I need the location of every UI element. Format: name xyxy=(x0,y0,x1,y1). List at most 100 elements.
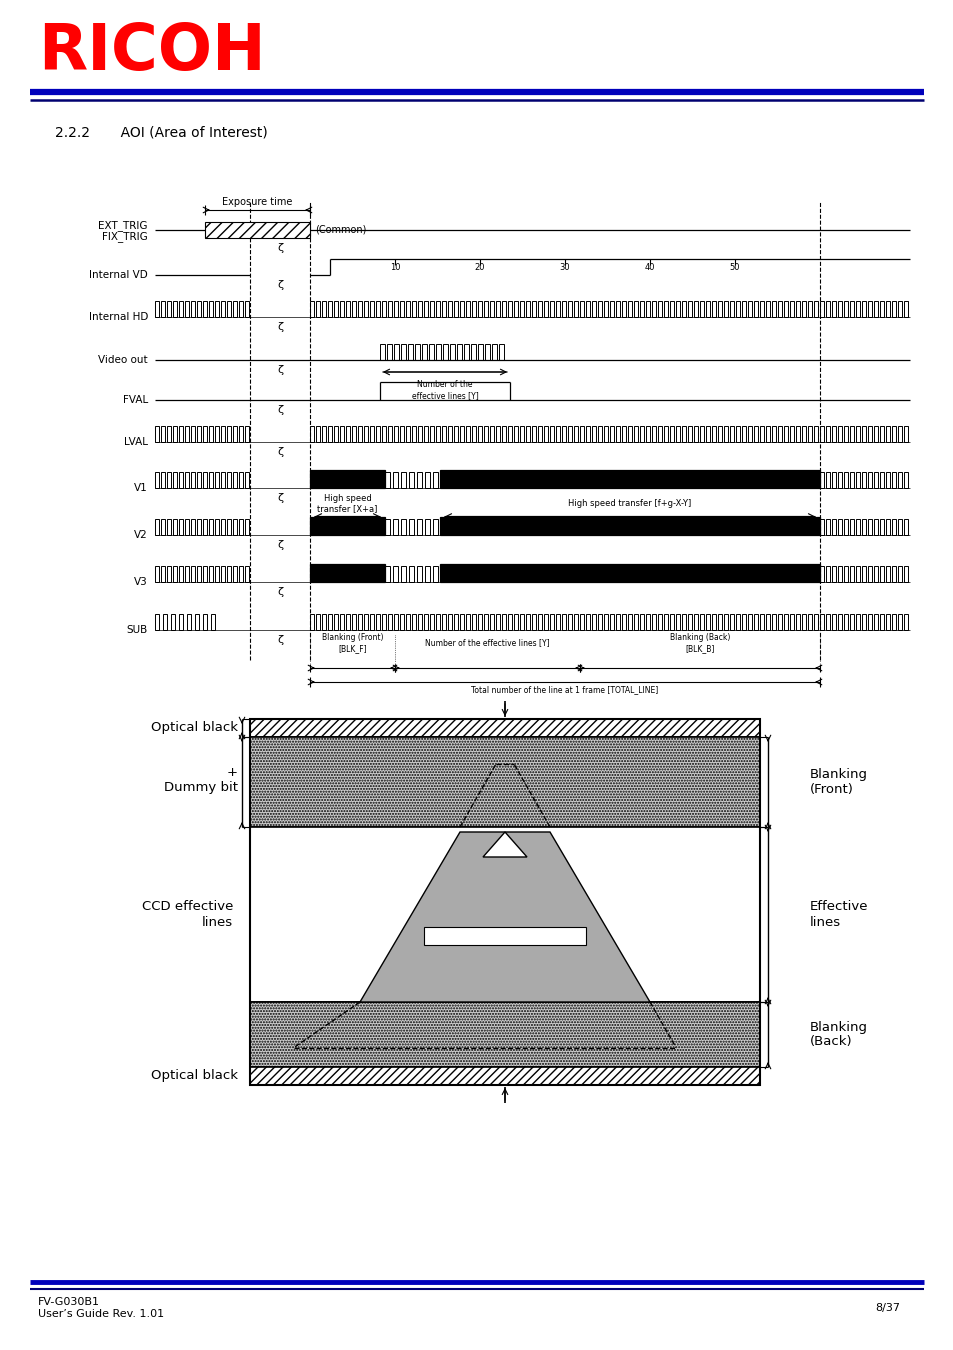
Bar xyxy=(477,427,481,441)
Bar xyxy=(498,344,503,360)
Bar xyxy=(250,737,760,828)
Bar xyxy=(490,301,494,317)
Bar xyxy=(897,472,901,487)
Bar xyxy=(196,472,201,487)
Bar xyxy=(676,614,679,630)
Bar xyxy=(609,614,614,630)
Bar xyxy=(891,518,895,535)
Bar xyxy=(424,518,430,535)
Bar xyxy=(334,427,337,441)
Bar xyxy=(658,427,661,441)
Bar xyxy=(843,614,847,630)
Bar xyxy=(439,517,820,535)
Bar xyxy=(400,344,406,360)
Bar xyxy=(837,427,841,441)
Bar xyxy=(603,427,607,441)
Bar xyxy=(490,427,494,441)
Bar xyxy=(496,614,499,630)
Bar xyxy=(400,472,406,487)
Bar xyxy=(167,301,171,317)
Bar xyxy=(741,427,745,441)
Bar xyxy=(430,301,434,317)
Bar xyxy=(820,472,823,487)
Bar xyxy=(885,566,889,582)
Bar xyxy=(357,614,361,630)
Bar xyxy=(399,427,403,441)
Text: Blanking
(Back): Blanking (Back) xyxy=(809,1021,867,1049)
Bar xyxy=(532,614,536,630)
Bar xyxy=(501,301,505,317)
Bar xyxy=(209,566,213,582)
Text: LVAL: LVAL xyxy=(124,437,148,447)
Text: ζ: ζ xyxy=(276,634,283,645)
Bar xyxy=(897,518,901,535)
Bar xyxy=(651,301,656,317)
Bar xyxy=(789,301,793,317)
Text: V1: V1 xyxy=(134,483,148,493)
Bar xyxy=(585,427,589,441)
Bar xyxy=(778,614,781,630)
Bar xyxy=(837,301,841,317)
Bar xyxy=(370,427,374,441)
Bar xyxy=(334,614,337,630)
Bar xyxy=(807,301,811,317)
Bar xyxy=(903,427,907,441)
Bar xyxy=(561,301,565,317)
Bar xyxy=(813,427,817,441)
Bar xyxy=(456,344,461,360)
Bar xyxy=(477,344,482,360)
Bar xyxy=(514,427,517,441)
Bar xyxy=(598,301,601,317)
Bar xyxy=(463,344,469,360)
Bar xyxy=(423,926,585,945)
Bar xyxy=(472,614,476,630)
Bar xyxy=(167,566,171,582)
Bar xyxy=(154,566,159,582)
Bar xyxy=(663,427,667,441)
Bar xyxy=(609,301,614,317)
Text: (Common): (Common) xyxy=(314,225,366,235)
Bar xyxy=(574,427,578,441)
Bar xyxy=(849,614,853,630)
Bar xyxy=(831,301,835,317)
Bar xyxy=(879,566,883,582)
Bar xyxy=(421,344,427,360)
Bar xyxy=(233,301,236,317)
Bar xyxy=(322,427,326,441)
Bar xyxy=(687,301,691,317)
Text: 30: 30 xyxy=(559,263,570,273)
Bar xyxy=(849,472,853,487)
Bar xyxy=(185,427,189,441)
Bar xyxy=(778,301,781,317)
Bar xyxy=(616,301,619,317)
Bar xyxy=(245,518,249,535)
Bar xyxy=(203,518,207,535)
Bar xyxy=(718,301,721,317)
Text: 2.2.2       AOI (Area of Interest): 2.2.2 AOI (Area of Interest) xyxy=(55,126,268,139)
Text: FV-G030B1
User’s Guide Rev. 1.01: FV-G030B1 User’s Guide Rev. 1.01 xyxy=(38,1297,164,1319)
Bar xyxy=(196,566,201,582)
Bar xyxy=(616,427,619,441)
Bar xyxy=(891,566,895,582)
Bar xyxy=(879,614,883,630)
Bar xyxy=(412,614,416,630)
Bar xyxy=(855,518,859,535)
Bar xyxy=(747,427,751,441)
Bar xyxy=(227,566,231,582)
Text: High speed transfer [f+g-X-Y]: High speed transfer [f+g-X-Y] xyxy=(568,500,691,508)
Bar xyxy=(855,472,859,487)
Bar xyxy=(681,614,685,630)
Bar xyxy=(496,301,499,317)
Bar xyxy=(801,614,805,630)
Bar xyxy=(154,301,159,317)
Text: FVAL: FVAL xyxy=(123,396,148,405)
Bar xyxy=(441,301,446,317)
Bar xyxy=(399,301,403,317)
Bar xyxy=(381,301,386,317)
Bar xyxy=(412,427,416,441)
Bar xyxy=(315,427,319,441)
Bar xyxy=(433,472,437,487)
Bar xyxy=(831,518,835,535)
Bar xyxy=(239,566,243,582)
Bar xyxy=(783,301,787,317)
